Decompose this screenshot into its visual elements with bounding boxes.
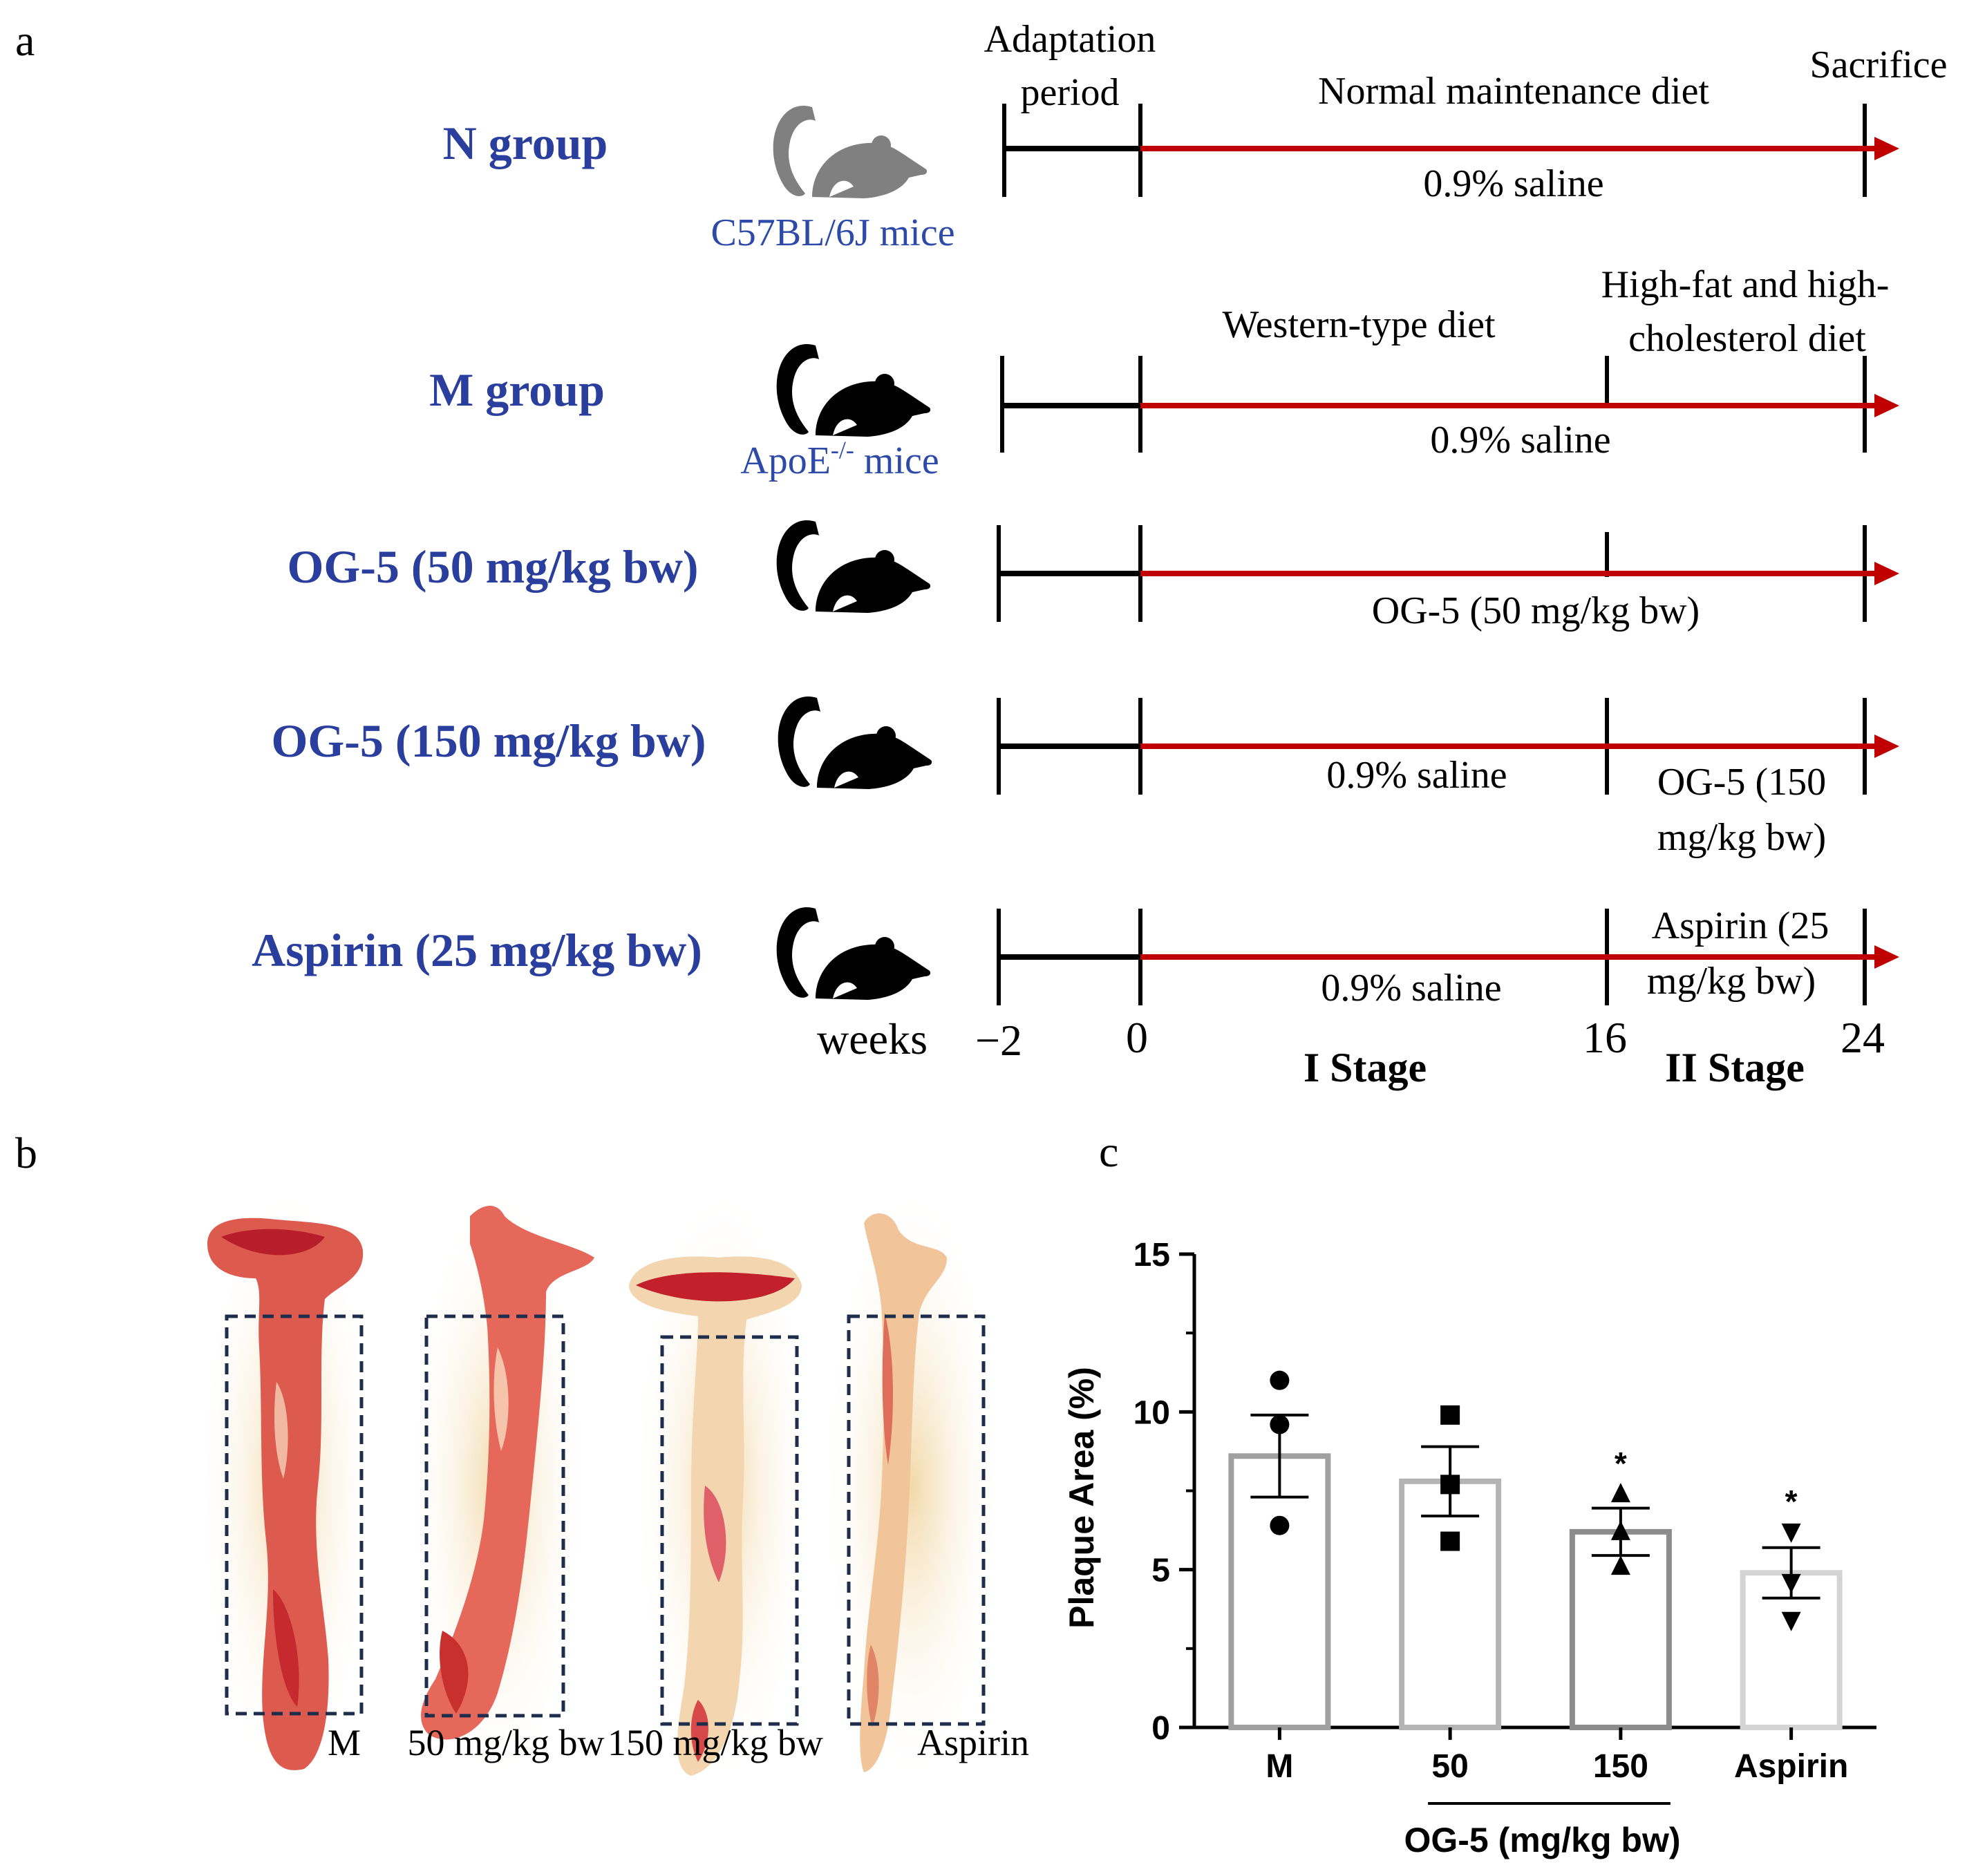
black-mouse-icon: [778, 697, 932, 789]
group-label-og5-150: OG-5 (150 mg/kg bw): [272, 714, 706, 767]
data-point: [1781, 1523, 1801, 1543]
y-tick-label: 10: [1133, 1394, 1170, 1431]
tick-16: 16: [1583, 1013, 1627, 1062]
data-point: [1440, 1405, 1460, 1425]
region-box-150: [660, 1335, 799, 1726]
treatment-label: 0.9% saline: [1326, 754, 1507, 797]
panel-label-c: c: [1099, 1127, 1118, 1176]
data-point: [1781, 1611, 1801, 1631]
data-point: [1781, 1573, 1801, 1593]
diet-label: Western-type diet: [1222, 303, 1496, 346]
treatment-label-stage2-1: Aspirin (25: [1652, 904, 1829, 947]
significance-star: *: [1785, 1484, 1798, 1519]
y-tick-label: 15: [1133, 1237, 1170, 1273]
y-tick-label: 5: [1151, 1553, 1170, 1589]
data-point: [1610, 1520, 1630, 1540]
photo-label-aspirin: Aspirin: [917, 1722, 1029, 1763]
row-aspirin: Aspirin (25 mg/kg bw) 0.9% saline Aspiri…: [252, 904, 1899, 1010]
treatment-label-stage2-2: mg/kg bw): [1657, 816, 1826, 859]
hfhc-diet-label-2: cholesterol diet: [1628, 317, 1866, 360]
treatment-label: 0.9% saline: [1430, 419, 1610, 462]
aorta-photo-m: [197, 1182, 377, 1790]
row-og5-150: OG-5 (150 mg/kg bw) 0.9% saline OG-5 (15…: [272, 697, 1899, 859]
weeks-label: weeks: [817, 1014, 928, 1063]
x-tick-label: 50: [1431, 1748, 1468, 1785]
data-point: [1270, 1414, 1290, 1434]
arrow-head-icon: [1874, 137, 1899, 160]
data-point: [1610, 1483, 1630, 1503]
row-m-group: M group ApoE-/- mice Western-type diet H…: [429, 263, 1899, 482]
treatment-label: 0.9% saline: [1321, 967, 1501, 1010]
stage-2-label: II Stage: [1665, 1045, 1805, 1090]
arrow-head-icon: [1874, 735, 1899, 758]
region-box-50: [424, 1314, 565, 1718]
tick-0: 0: [1126, 1013, 1148, 1062]
mouse-caption-apoe: ApoE-/- mice: [740, 436, 939, 482]
tick-24: 24: [1841, 1013, 1885, 1062]
row-og5-50: OG-5 (50 mg/kg bw) OG-5 (50 mg/kg bw): [288, 520, 1899, 632]
mouse-caption-c57: C57BL/6J mice: [711, 211, 954, 254]
adaptation-period-label: period: [1020, 71, 1119, 114]
group-label-og5-50: OG-5 (50 mg/kg bw): [288, 540, 699, 593]
region-box-m: [225, 1314, 364, 1716]
hfhc-diet-label-1: High-fat and high-: [1601, 263, 1890, 306]
data-point: [1440, 1475, 1460, 1495]
treatment-label: OG-5 (50 mg/kg bw): [1372, 589, 1700, 632]
adaptation-label: Adaptation: [984, 18, 1156, 61]
x-tick-label: M: [1265, 1748, 1293, 1785]
black-mouse-icon: [776, 907, 931, 1000]
data-point: [1270, 1515, 1290, 1535]
y-tick-label: 0: [1151, 1710, 1170, 1747]
group-label-aspirin: Aspirin (25 mg/kg bw): [252, 924, 702, 976]
stage-1-label: I Stage: [1304, 1045, 1427, 1090]
treatment-label-stage2-2: mg/kg bw): [1647, 960, 1816, 1003]
arrow-head-icon: [1874, 945, 1899, 969]
photo-label-50: 50 mg/kg bw: [407, 1722, 604, 1763]
plaque-area-chart: 0 5 10 15 Plaque Area (%) M 50 * 150 * Aspirin OG-5…: [1062, 1237, 1876, 1859]
group-label-m: M group: [429, 363, 605, 416]
panel-label-b: b: [15, 1128, 37, 1177]
photo-label-150: 150 mg/kg bw: [608, 1722, 823, 1763]
significance-star: *: [1615, 1446, 1627, 1481]
data-point: [1440, 1531, 1460, 1551]
treatment-label: 0.9% saline: [1423, 162, 1603, 205]
row-n-group: N group C57BL/6J mice Normal maintenance…: [443, 70, 1899, 254]
bar-50: [1399, 1478, 1502, 1731]
gray-mouse-icon: [773, 106, 928, 198]
data-point: [1270, 1370, 1290, 1390]
treatment-label-stage2-1: OG-5 (150: [1657, 761, 1826, 804]
panel-label-a: a: [15, 16, 35, 65]
group-label-n: N group: [443, 117, 608, 169]
aorta-photo-150: [629, 1182, 812, 1790]
diet-label: Normal maintenance diet: [1318, 70, 1709, 113]
tick-minus2: −2: [975, 1016, 1022, 1065]
black-mouse-icon: [776, 520, 931, 613]
x-group-label: OG-5 (mg/kg bw): [1404, 1821, 1681, 1859]
x-tick-label: 150: [1593, 1748, 1648, 1785]
arrow-head-icon: [1874, 394, 1899, 417]
black-mouse-icon: [776, 344, 931, 437]
sacrifice-label: Sacrifice: [1810, 44, 1948, 86]
aorta-photo-50: [408, 1182, 594, 1790]
x-tick-label: Aspirin: [1734, 1748, 1848, 1785]
aorta-photo-aspirin: [822, 1182, 1002, 1790]
data-point: [1610, 1555, 1630, 1575]
region-box-aspirin: [847, 1314, 986, 1726]
arrow-head-icon: [1874, 562, 1899, 585]
y-axis-title: Plaque Area (%): [1062, 1367, 1101, 1629]
photo-label-m: M: [328, 1722, 361, 1763]
